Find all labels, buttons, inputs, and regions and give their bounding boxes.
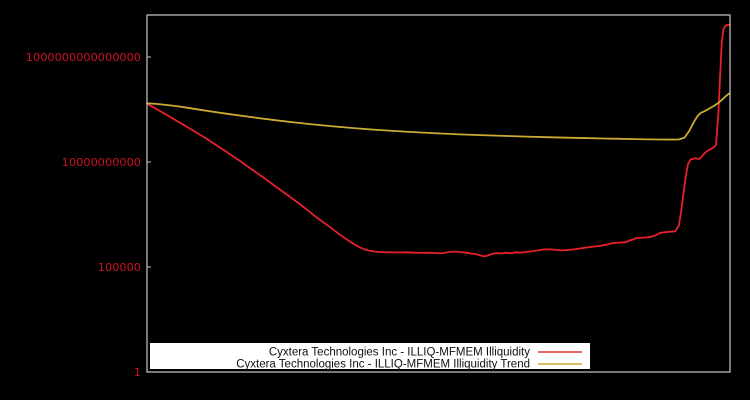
plot-area-border [146,14,731,373]
y-axis-tick-labels: 1 100000 10000000000 1000000000000000 [26,51,141,379]
plot-area-background [147,15,730,372]
legend-label-0[interactable]: Cyxtera Technologies Inc - ILLIQ-MFMEM I… [269,347,530,359]
series-line-0 [146,23,731,258]
data-series-layer [146,23,731,258]
legend-background [150,343,590,369]
y-tick-label-2: 10000000000 [62,156,141,169]
y-tick-label-1: 100000 [98,261,141,274]
y-tick-label-3: 1000000000000000 [26,51,141,64]
chart-legend[interactable]: Cyxtera Technologies Inc - ILLIQ-MFMEM I… [150,343,590,371]
series-line-1 [146,92,731,141]
legend-label-1[interactable]: Cyxtera Technologies Inc - ILLIQ-MFMEM I… [236,359,530,371]
y-tick-label-0: 1 [134,366,141,379]
